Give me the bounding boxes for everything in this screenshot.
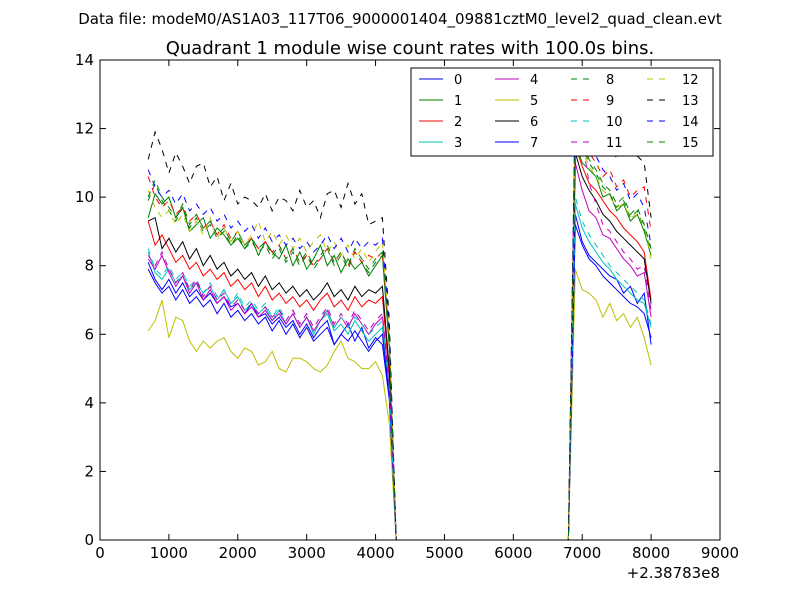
legend-label-4: 4 — [530, 73, 538, 88]
legend-label-1: 1 — [454, 94, 462, 109]
series-10-line — [147, 196, 652, 541]
series-layer — [147, 94, 652, 541]
x-tick-label: 5000 — [425, 544, 463, 562]
x-tick-label: 2000 — [219, 544, 257, 562]
legend-box — [410, 67, 714, 157]
legend-label-13: 13 — [682, 94, 699, 109]
y-tick-label: 10 — [75, 188, 94, 206]
series-6-line — [147, 152, 652, 541]
y-tick-label: 2 — [84, 462, 94, 480]
x-tick-label: 1000 — [150, 544, 188, 562]
series-5-line — [147, 268, 652, 541]
axes-layer: 0 1000 2000 3000 4000 5000 6000 7000 8000 9000 0 2 4… — [75, 51, 739, 562]
legend-label-7: 7 — [530, 136, 538, 151]
y-tick-label: 14 — [75, 51, 94, 69]
x-tick-label: 7000 — [563, 544, 601, 562]
series-15-line — [147, 124, 652, 541]
series-8-line — [147, 121, 652, 541]
legend-label-5: 5 — [530, 94, 538, 109]
x-tick-label: 8000 — [632, 544, 670, 562]
y-tick-label: 6 — [84, 325, 94, 343]
legend-label-8: 8 — [606, 73, 614, 88]
series-13-line — [147, 94, 652, 541]
x-tick-label: 9000 — [701, 544, 739, 562]
figure-suptitle: Data file: modeM0/AS1A03_117T06_90000014… — [78, 10, 722, 29]
x-tick-label: 6000 — [494, 544, 532, 562]
series-9-line — [147, 114, 652, 541]
legend-label-9: 9 — [606, 94, 614, 109]
y-tick-label: 12 — [75, 120, 94, 138]
x-tick-label: 4000 — [356, 544, 394, 562]
legend-label-12: 12 — [682, 73, 699, 88]
y-tick-label: 4 — [84, 394, 94, 412]
legend-label-0: 0 — [454, 73, 462, 88]
y-tick-label: 8 — [84, 257, 94, 275]
x-tick-label: 3000 — [288, 544, 326, 562]
legend-label-10: 10 — [606, 115, 623, 130]
legend-label-3: 3 — [454, 136, 462, 151]
x-offset-label: +2.38783e8 — [627, 564, 720, 582]
legend-label-14: 14 — [682, 115, 699, 130]
chart-title: Quadrant 1 module wise count rates with … — [166, 38, 655, 59]
series-12-line — [147, 128, 652, 541]
legend-label-15: 15 — [682, 136, 699, 151]
series-3-line — [147, 203, 652, 541]
plot-frame — [99, 59, 721, 541]
y-tick-label: 0 — [84, 531, 94, 549]
legend-label-2: 2 — [454, 115, 462, 130]
legend-label-11: 11 — [606, 136, 623, 151]
series-14-line — [147, 107, 652, 541]
x-tick-label: 0 — [95, 544, 105, 562]
legend-label-6: 6 — [530, 115, 538, 130]
